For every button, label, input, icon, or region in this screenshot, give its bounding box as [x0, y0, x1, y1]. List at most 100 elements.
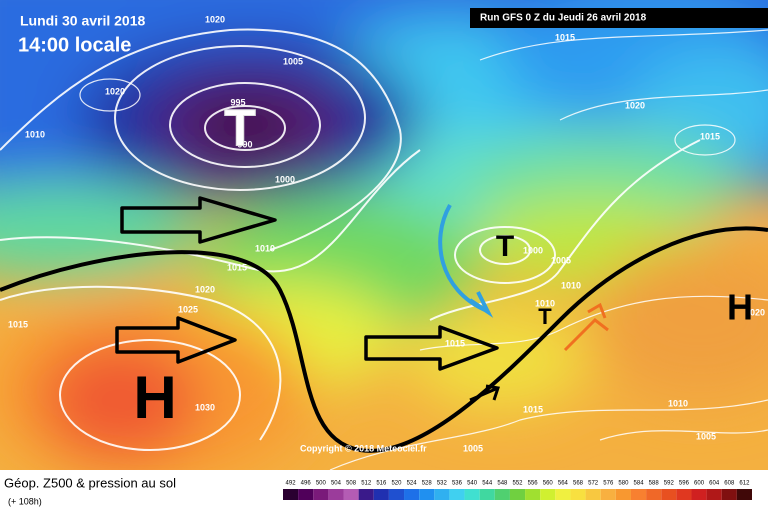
legend-swatch: [373, 489, 389, 500]
legend-label: 492: [286, 481, 297, 487]
run-info: Run GFS 0 Z du Jeudi 26 avril 2018: [480, 13, 647, 24]
legend-swatch: [494, 489, 510, 500]
legend-label: 596: [679, 481, 690, 487]
legend-swatch: [328, 489, 344, 500]
footer-title: Géop. Z500 & pression au sol: [4, 475, 176, 490]
pressure-label: 1015: [700, 131, 720, 141]
legend-label: 564: [558, 481, 569, 487]
pressure-label: 1015: [227, 262, 247, 272]
legend-label: 584: [634, 481, 645, 487]
legend-label: 504: [331, 481, 342, 487]
legend-swatch: [555, 489, 571, 500]
legend-swatch: [313, 489, 329, 500]
legend-swatch: [509, 489, 526, 500]
pressure-label: 1005: [551, 255, 571, 265]
isobars: [0, 28, 768, 470]
legend-label: 524: [407, 481, 418, 487]
legend-label: 592: [664, 481, 675, 487]
legend-swatch: [283, 489, 299, 500]
pressure-label: 995: [230, 97, 245, 107]
legend-swatch: [464, 489, 480, 500]
legend-swatch: [706, 489, 722, 500]
pressure-label: 1000: [275, 174, 295, 184]
legend-swatch: [615, 489, 631, 500]
trough-line: [0, 226, 768, 453]
pressure-label: 1025: [178, 304, 198, 314]
pressure-label: 1020: [625, 100, 645, 110]
pressure-label: 1005: [463, 443, 483, 453]
pressure-label: 1020: [205, 14, 225, 24]
copyright: Copyright © 2018 Meteociel.fr: [300, 443, 427, 453]
legend-label: 608: [724, 481, 735, 487]
pressure-label: 1020: [745, 307, 765, 317]
legend-label: 604: [709, 481, 720, 487]
legend-swatch: [721, 489, 737, 500]
flow-arrow: [120, 196, 277, 244]
forecast-date: Lundi 30 avril 2018: [20, 13, 145, 29]
legend-label: 532: [437, 481, 448, 487]
legend-label: 572: [588, 481, 599, 487]
legend-label: 500: [316, 481, 327, 487]
legend-label: 552: [512, 481, 523, 487]
legend-swatch: [298, 489, 314, 500]
pressure-symbol: H: [133, 364, 176, 431]
color-legend: 492 496 500 504 508 512 516 520 524 528 532 536 540 5…: [283, 481, 752, 500]
legend-swatch: [404, 489, 420, 500]
pressure-symbols: T T T H H: [133, 99, 753, 431]
legend-label: 588: [649, 481, 660, 487]
legend-label: 520: [391, 481, 402, 487]
legend-swatch: [646, 489, 662, 500]
lead-time: (+ 108h): [8, 496, 42, 506]
pressure-label: 1020: [195, 284, 215, 294]
legend-swatch: [676, 489, 692, 500]
pressure-labels: 1020 1005 1020 995 990 1010 1000 1010 1015 1020 10…: [8, 14, 765, 453]
flow-arrow: [115, 316, 237, 364]
legend-swatch: [540, 489, 556, 500]
legend-label: 612: [739, 481, 750, 487]
legend-label: 580: [618, 481, 629, 487]
legend-swatch: [343, 489, 359, 500]
pressure-label: 1010: [255, 243, 275, 253]
legend-swatch: [570, 489, 586, 500]
legend-label: 528: [422, 481, 433, 487]
pressure-label: 1015: [8, 319, 28, 329]
legend-label: 568: [573, 481, 584, 487]
pressure-label: 1005: [696, 431, 716, 441]
pressure-label: 1000: [523, 245, 543, 255]
legend-swatch: [525, 489, 541, 500]
legend-swatch: [419, 489, 435, 500]
legend-label: 540: [467, 481, 478, 487]
pressure-label: 990: [237, 139, 252, 149]
legend-label: 556: [528, 481, 539, 487]
rotation-arrow: [438, 204, 494, 318]
pressure-label: 1015: [555, 32, 575, 42]
pressure-symbol: T: [496, 230, 514, 263]
pressure-label: 1010: [535, 298, 555, 308]
legend-label: 536: [452, 481, 463, 487]
pressure-label: 1020: [105, 86, 125, 96]
pressure-label: 1015: [523, 404, 543, 414]
legend-label: 544: [482, 481, 493, 487]
flow-arrow: [364, 325, 499, 371]
pressure-label: 1010: [561, 280, 581, 290]
pressure-label: 1010: [25, 129, 45, 139]
legend-label: 496: [301, 481, 312, 487]
pressure-label: 1010: [668, 398, 688, 408]
legend-swatch: [630, 489, 647, 500]
legend-swatch: [434, 489, 450, 500]
pressure-label: 1030: [195, 402, 215, 412]
legend-label: 516: [376, 481, 387, 487]
pressure-label: 1005: [283, 56, 303, 66]
legend-swatch: [388, 489, 405, 500]
forecast-time: 14:00 locale: [18, 34, 131, 56]
map: 1020 1005 1020 995 990 1010 1000 1010 1015 1020 10…: [0, 0, 768, 470]
legend-swatch: [736, 489, 752, 500]
legend-swatch: [600, 489, 616, 500]
legend-label: 600: [694, 481, 705, 487]
legend-swatch: [449, 489, 465, 500]
legend-swatch: [358, 489, 374, 500]
pressure-symbol: T: [224, 100, 256, 158]
legend-label: 512: [361, 481, 372, 487]
legend-label: 548: [497, 481, 508, 487]
